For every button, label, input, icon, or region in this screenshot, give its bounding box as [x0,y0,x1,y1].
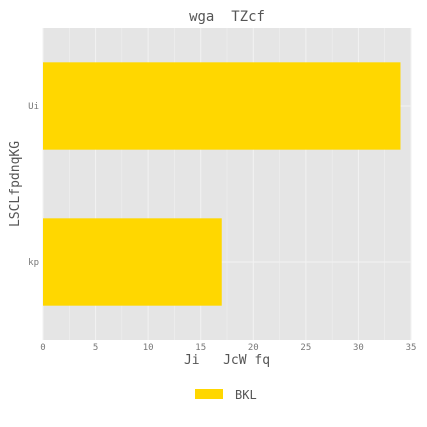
x-tick-label: 25 [300,343,311,353]
x-tick-label: 5 [93,343,98,353]
x-tick-label: 30 [353,343,364,353]
bar-ui [43,62,401,150]
legend-swatch-bkl [195,389,223,399]
x-tick-label: 10 [143,343,154,353]
x-tick-label: 20 [248,343,259,353]
y-axis-label: LSCLfpdnqKG [8,141,23,227]
bar-kp [43,218,222,306]
legend: BKL [195,388,257,402]
bars [43,62,401,306]
x-tick-label: 0 [40,343,45,353]
chart-title: wga TZcf [189,9,265,25]
y-tick-label: kp [28,258,39,268]
x-axis-label: Ji JcW fq [184,353,270,368]
x-tick-label: 15 [195,343,206,353]
y-tick-label: Ui [28,102,39,112]
legend-label-bkl: BKL [235,388,257,402]
tick-labels: Ui kp 0 5 10 15 20 25 30 35 [28,102,416,353]
x-tick-label: 35 [406,343,417,353]
